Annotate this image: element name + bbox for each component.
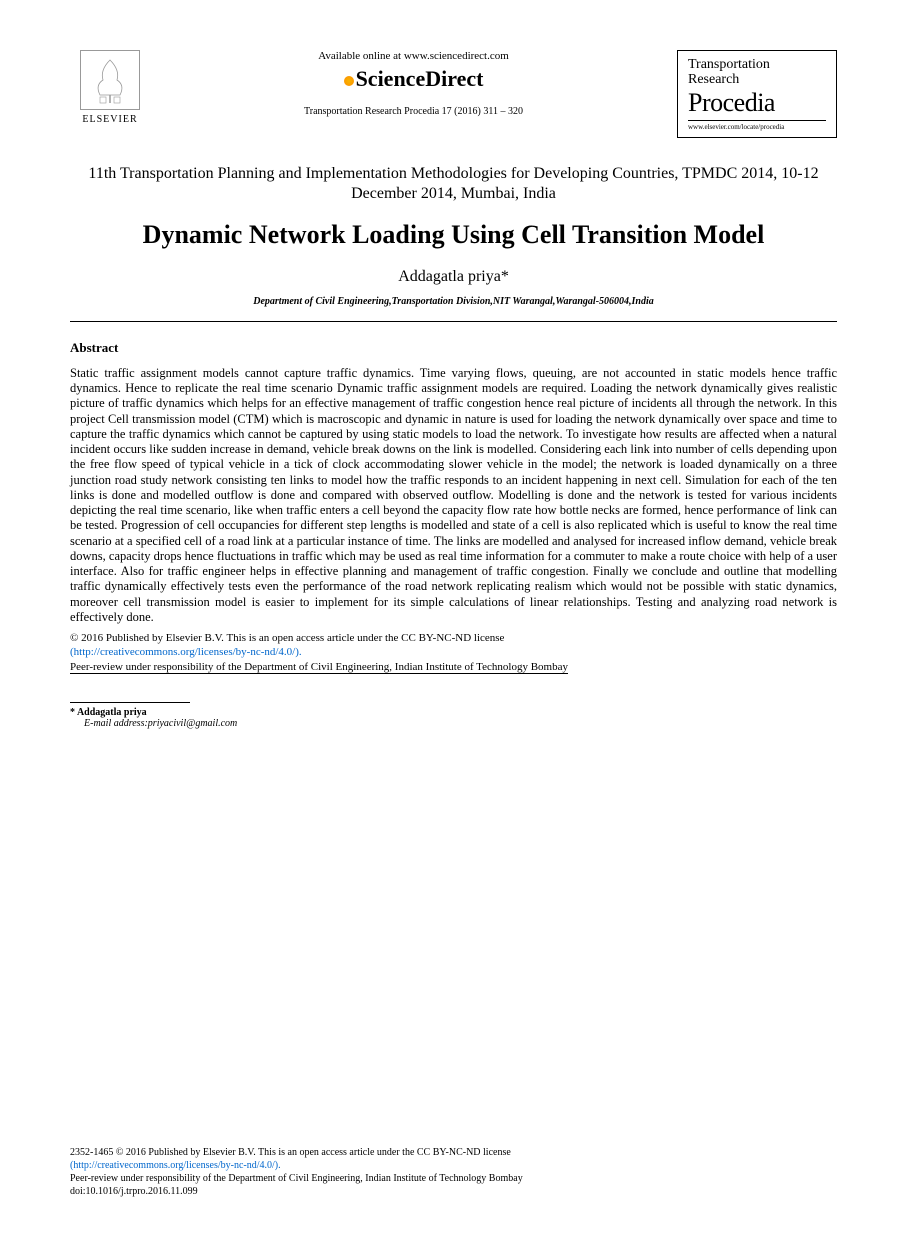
footnote-separator bbox=[70, 702, 190, 703]
copyright-block: © 2016 Published by Elsevier B.V. This i… bbox=[70, 631, 837, 674]
footer-block: 2352-1465 © 2016 Published by Elsevier B… bbox=[70, 1146, 837, 1198]
procedia-line1: Transportation bbox=[688, 57, 826, 72]
sciencedirect-dot-icon bbox=[344, 76, 354, 86]
sciencedirect-text: ScienceDirect bbox=[356, 66, 484, 91]
abstract-heading: Abstract bbox=[70, 340, 837, 356]
author-name: Addagatla priya* bbox=[70, 268, 837, 286]
available-online-text: Available online at www.sciencedirect.co… bbox=[170, 50, 657, 62]
cc-license-link[interactable]: (http://creativecommons.org/licenses/by-… bbox=[70, 646, 302, 658]
procedia-main: Procedia bbox=[688, 88, 826, 121]
footer-cc-link[interactable]: (http://creativecommons.org/licenses/by-… bbox=[70, 1160, 281, 1171]
divider-top bbox=[70, 321, 837, 322]
header-row: ELSEVIER Available online at www.science… bbox=[70, 50, 837, 138]
procedia-logo-block: Transportation Research Procedia www.els… bbox=[677, 50, 837, 138]
footer-doi: doi:10.1016/j.trpro.2016.11.099 bbox=[70, 1186, 198, 1197]
procedia-line2: Research bbox=[688, 72, 826, 87]
sciencedirect-logo: ScienceDirect bbox=[170, 66, 657, 92]
elsevier-logo-block: ELSEVIER bbox=[70, 50, 150, 125]
email-line: E-mail address:priyacivil@gmail.com bbox=[84, 718, 837, 729]
author-affiliation: Department of Civil Engineering,Transpor… bbox=[70, 296, 837, 307]
footer-peer: Peer-review under responsibility of the … bbox=[70, 1173, 523, 1184]
email-label: E-mail address: bbox=[84, 718, 148, 729]
conference-info: 11th Transportation Planning and Impleme… bbox=[70, 164, 837, 204]
elsevier-label: ELSEVIER bbox=[82, 114, 137, 125]
paper-title: Dynamic Network Loading Using Cell Trans… bbox=[70, 220, 837, 250]
corresponding-author: * Addagatla priya bbox=[70, 707, 837, 718]
footer-issn: 2352-1465 © 2016 Published by Elsevier B… bbox=[70, 1147, 511, 1158]
abstract-body: Static traffic assignment models cannot … bbox=[70, 366, 837, 625]
procedia-url: www.elsevier.com/locate/procedia bbox=[688, 123, 826, 131]
email-address[interactable]: priyacivil@gmail.com bbox=[148, 718, 237, 729]
elsevier-tree-icon bbox=[80, 50, 140, 110]
copyright-line1: © 2016 Published by Elsevier B.V. This i… bbox=[70, 632, 504, 644]
peer-review-text: Peer-review under responsibility of the … bbox=[70, 661, 568, 674]
citation-text: Transportation Research Procedia 17 (201… bbox=[170, 106, 657, 117]
header-center: Available online at www.sciencedirect.co… bbox=[150, 50, 677, 117]
footnote-block: * Addagatla priya E-mail address:priyaci… bbox=[70, 702, 837, 729]
tree-icon bbox=[85, 55, 135, 105]
